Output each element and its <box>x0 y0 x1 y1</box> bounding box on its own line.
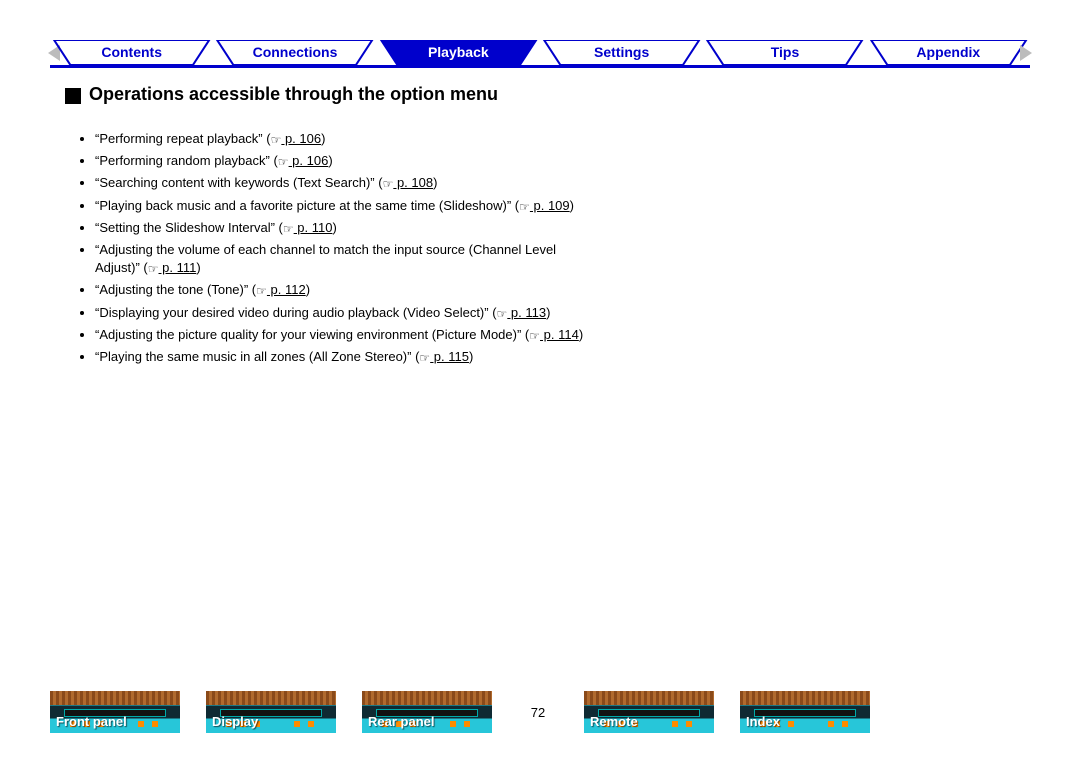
thumb-remote[interactable]: Remote <box>584 691 714 733</box>
list-item: “Performing random playback” (☞ p. 106) <box>95 152 585 170</box>
hand-pointer-icon: ☞ <box>383 176 394 193</box>
tab-tips[interactable]: Tips <box>703 40 866 65</box>
list-item-text: “Adjusting the tone (Tone)” ( <box>95 282 256 297</box>
list-item-text: “Performing repeat playback” ( <box>95 131 271 146</box>
thumb-display[interactable]: Display <box>206 691 336 733</box>
page-ref-link[interactable]: ☞ p. 106 <box>271 131 322 146</box>
tab-label: Contents <box>101 44 162 60</box>
list-item: “Adjusting the picture quality for your … <box>95 326 585 344</box>
section-heading: Operations accessible through the option… <box>65 85 585 105</box>
thumb-rear-panel[interactable]: Rear panel <box>362 691 492 733</box>
page-ref-link[interactable]: ☞ p. 109 <box>519 198 570 213</box>
list-item: “Searching content with keywords (Text S… <box>95 174 585 192</box>
thumb-label: Rear panel <box>368 714 434 729</box>
list-item: “Displaying your desired video during au… <box>95 304 585 322</box>
page-ref-link[interactable]: ☞ p. 113 <box>497 305 547 320</box>
list-item: “Adjusting the tone (Tone)” (☞ p. 112) <box>95 281 585 299</box>
tab-appendix[interactable]: Appendix <box>867 40 1030 65</box>
page-ref-link[interactable]: ☞ p. 115 <box>419 349 469 364</box>
tab-label: Appendix <box>916 44 980 60</box>
tab-label: Playback <box>428 44 489 60</box>
page-ref-link[interactable]: ☞ p. 110 <box>283 220 333 235</box>
thumb-label: Remote <box>590 714 638 729</box>
option-menu-list: “Performing repeat playback” (☞ p. 106)“… <box>95 130 585 370</box>
heading-text: Operations accessible through the option… <box>89 85 498 105</box>
page-ref-link[interactable]: ☞ p. 108 <box>383 175 434 190</box>
hand-pointer-icon: ☞ <box>256 283 267 300</box>
thumb-index[interactable]: Index <box>740 691 870 733</box>
list-item-text: “Adjusting the picture quality for your … <box>95 327 529 342</box>
tab-label: Tips <box>771 44 800 60</box>
page-ref-link[interactable]: ☞ p. 111 <box>148 260 197 275</box>
tab-playback[interactable]: Playback <box>377 40 540 65</box>
list-item: “Playing the same music in all zones (Al… <box>95 348 585 366</box>
list-item-text: “Playing back music and a favorite pictu… <box>95 198 519 213</box>
thumb-label: Display <box>212 714 258 729</box>
hand-pointer-icon: ☞ <box>419 350 430 367</box>
thumb-label: Front panel <box>56 714 127 729</box>
list-item-text: “Setting the Slideshow Interval” ( <box>95 220 283 235</box>
list-item: “Performing repeat playback” (☞ p. 106) <box>95 130 585 148</box>
tab-contents[interactable]: Contents <box>50 40 213 65</box>
list-item-text: “Performing random playback” ( <box>95 153 278 168</box>
page-ref-link[interactable]: ☞ p. 106 <box>278 153 329 168</box>
hand-pointer-icon: ☞ <box>497 306 508 323</box>
tab-label: Settings <box>594 44 649 60</box>
tab-settings[interactable]: Settings <box>540 40 703 65</box>
list-item-text: “Searching content with keywords (Text S… <box>95 175 383 190</box>
list-item: “Adjusting the volume of each channel to… <box>95 241 585 277</box>
hand-pointer-icon: ☞ <box>283 221 294 238</box>
hand-pointer-icon: ☞ <box>271 132 282 149</box>
list-item-text: “Playing the same music in all zones (Al… <box>95 349 419 364</box>
square-bullet-icon <box>65 88 81 104</box>
page-number: 72 <box>518 705 558 720</box>
list-item-text: “Displaying your desired video during au… <box>95 305 497 320</box>
thumb-front-panel[interactable]: Front panel <box>50 691 180 733</box>
hand-pointer-icon: ☞ <box>529 328 540 345</box>
hand-pointer-icon: ☞ <box>519 199 530 216</box>
page-ref-link[interactable]: ☞ p. 114 <box>529 327 579 342</box>
tab-label: Connections <box>253 44 338 60</box>
bottom-nav: Front panel Display Rear panel 72 Remote… <box>50 691 1030 733</box>
hand-pointer-icon: ☞ <box>148 261 159 278</box>
top-tabs: Contents Connections Playback Settings T… <box>50 40 1030 68</box>
next-page-arrow[interactable] <box>1020 45 1032 61</box>
tab-connections[interactable]: Connections <box>213 40 376 65</box>
page-ref-link[interactable]: ☞ p. 112 <box>256 282 306 297</box>
list-item: “Playing back music and a favorite pictu… <box>95 197 585 215</box>
list-item: “Setting the Slideshow Interval” (☞ p. 1… <box>95 219 585 237</box>
hand-pointer-icon: ☞ <box>278 154 289 171</box>
thumb-label: Index <box>746 714 780 729</box>
